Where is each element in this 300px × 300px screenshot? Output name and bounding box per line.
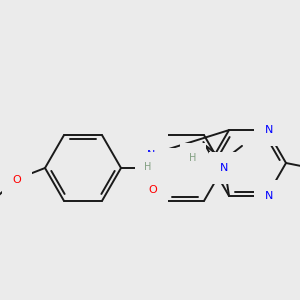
Text: H: H xyxy=(144,162,152,172)
Text: O: O xyxy=(13,175,21,185)
Text: O: O xyxy=(148,185,158,195)
Text: S: S xyxy=(149,161,157,175)
Text: N: N xyxy=(220,163,228,173)
Text: H: H xyxy=(189,153,197,163)
Text: O: O xyxy=(148,141,158,151)
Text: N: N xyxy=(147,150,155,160)
Text: N: N xyxy=(265,191,273,201)
Text: N: N xyxy=(179,159,187,169)
Text: N: N xyxy=(265,125,273,135)
